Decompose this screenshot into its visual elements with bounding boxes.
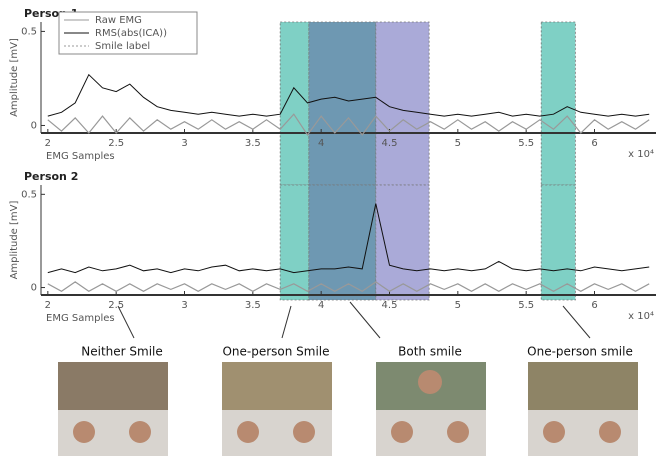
x-tick-label: 5.5: [518, 138, 534, 149]
legend-label: Raw EMG: [95, 15, 142, 26]
photo: [222, 362, 332, 410]
x-tick-label: 6: [591, 138, 597, 149]
x-tick-label: 2: [45, 138, 51, 149]
x-multiplier: x 10⁴: [628, 149, 654, 160]
face: [599, 421, 621, 443]
x-tick-label: 3: [181, 138, 187, 149]
face: [129, 421, 151, 443]
figure: 0 0.5 2 2.5 3 3.5 4 4.5 5 5.5 6 EMG Samples x 10⁴ Amp…: [0, 0, 657, 456]
x-tick-label: 2: [45, 300, 51, 311]
y-tick-label: 0.5: [21, 189, 37, 200]
photos: [58, 362, 638, 456]
panel-caption: One-person Smile: [222, 345, 329, 359]
photo: [528, 362, 638, 410]
x-tick-label: 4.5: [382, 300, 398, 311]
smile-region: [376, 185, 429, 300]
y-axis-label: Amplitude [mV]: [9, 38, 20, 117]
y-axis-label: Amplitude [mV]: [9, 200, 20, 279]
regions: [280, 22, 575, 300]
x-tick-label: 2.5: [108, 300, 124, 311]
y-tick-label: 0: [31, 120, 37, 131]
x-tick-label: 5: [455, 138, 461, 149]
x-tick-label: 3: [181, 300, 187, 311]
x-tick-label: 3.5: [245, 138, 261, 149]
smile-region: [280, 185, 309, 300]
x-tick-label: 5.5: [518, 300, 534, 311]
panel-caption: Both smile: [398, 345, 462, 359]
face: [237, 421, 259, 443]
x-tick-label: 4: [318, 138, 324, 149]
x-multiplier: x 10⁴: [628, 311, 654, 322]
face: [447, 421, 469, 443]
connector: [563, 306, 590, 338]
smile-region: [309, 22, 376, 185]
legend-label: Smile label: [95, 41, 150, 52]
x-axis-label: EMG Samples: [46, 313, 115, 324]
x-tick-label: 5: [455, 300, 461, 311]
photo: [58, 362, 168, 410]
connector: [350, 302, 380, 338]
legend-label: RMS(abs(ICA)): [95, 28, 167, 39]
face: [73, 421, 95, 443]
connector: [282, 306, 291, 338]
panel-caption: One-person smile: [527, 345, 633, 359]
x-tick-label: 2.5: [108, 138, 124, 149]
y-tick-label: 0: [31, 283, 37, 294]
face: [418, 370, 442, 394]
smile-region: [376, 22, 429, 185]
x-tick-label: 6: [591, 300, 597, 311]
smile-region: [309, 185, 376, 300]
face: [543, 421, 565, 443]
face: [293, 421, 315, 443]
x-axis-label: EMG Samples: [46, 151, 115, 162]
x-tick-label: 3.5: [245, 300, 261, 311]
panel-caption: Neither Smile: [81, 345, 163, 359]
smile-region: [541, 22, 575, 185]
connector: [118, 306, 134, 338]
chart-title: Person 2: [24, 170, 78, 183]
smile-region: [280, 22, 309, 185]
y-tick-label: 0.5: [21, 26, 37, 37]
x-tick-label: 4.5: [382, 138, 398, 149]
smile-region: [541, 185, 575, 300]
x-tick-label: 4: [318, 300, 324, 311]
face: [391, 421, 413, 443]
